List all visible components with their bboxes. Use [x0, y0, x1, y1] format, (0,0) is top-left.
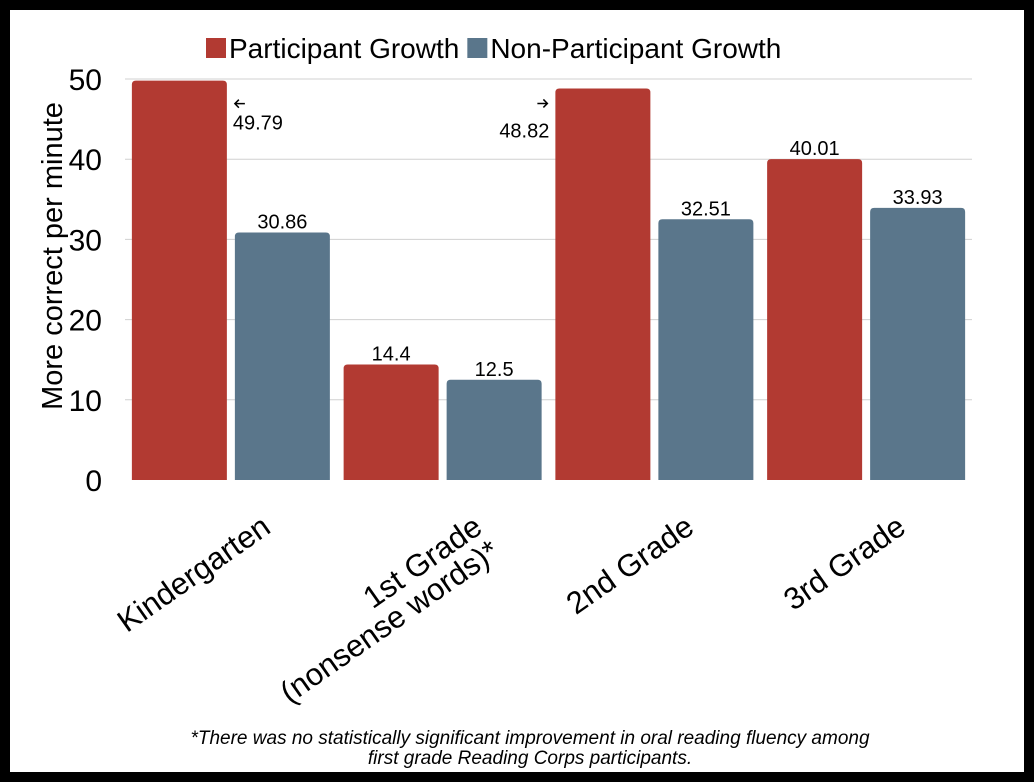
- data-label: 12.5: [475, 359, 514, 381]
- data-label: 48.82: [499, 120, 549, 142]
- y-tick-label: 0: [85, 465, 102, 498]
- x-category-label-line: 3rd Grade: [777, 508, 911, 617]
- y-tick-label: 40: [69, 144, 102, 177]
- x-category-label: 3rd Grade: [777, 508, 911, 617]
- y-axis-label: More correct per minute: [37, 102, 69, 410]
- callout-arrow-icon: [537, 98, 549, 108]
- bar-non-participant: [870, 207, 966, 480]
- bar-non-participant: [658, 219, 754, 480]
- y-tick-label: 50: [69, 64, 102, 97]
- data-label: 30.86: [257, 212, 307, 234]
- data-label: 14.4: [372, 344, 411, 366]
- bar-non-participant: [234, 232, 330, 480]
- x-category-label-line: Kindergarten: [111, 508, 276, 638]
- callout-arrow-icon: [233, 99, 245, 109]
- bar-participant: [343, 364, 439, 480]
- legend-label: Non-Participant Growth: [490, 33, 781, 64]
- bar-participant: [555, 88, 651, 481]
- x-category-label-line: 2nd Grade: [560, 508, 700, 621]
- data-label: 32.51: [681, 198, 731, 220]
- y-tick-label: 10: [69, 385, 102, 418]
- bar-chart: 0 10 20 30 40 50 49.79 14.4 48.82 40.01 30.86 12.5…: [37, 33, 972, 769]
- x-category-label: 2nd Grade: [560, 508, 700, 621]
- data-label: 49.79: [233, 113, 283, 135]
- legend-label: Participant Growth: [229, 33, 459, 64]
- legend-swatch: [206, 38, 226, 58]
- bar-non-participant: [446, 379, 542, 480]
- bar-participant: [767, 159, 863, 480]
- legend-swatch: [467, 38, 488, 58]
- x-category-label-line: (nonsense words)*: [274, 533, 506, 710]
- footnote-line-1: *There was no statistically significant …: [190, 728, 869, 749]
- data-label: 40.01: [790, 138, 840, 160]
- y-tick-label: 30: [69, 224, 102, 257]
- y-tick-label: 20: [69, 305, 102, 338]
- x-category-label: 1st Grade(nonsense words)*: [274, 508, 506, 710]
- x-category-label: Kindergarten: [111, 508, 276, 638]
- footnote-line-2: first grade Reading Corps participants.: [368, 748, 692, 769]
- chart-frame: 0 10 20 30 40 50 49.79 14.4 48.82 40.01 30.86 12.5…: [10, 10, 1024, 772]
- data-label: 33.93: [893, 187, 943, 209]
- bar-participant: [131, 80, 227, 480]
